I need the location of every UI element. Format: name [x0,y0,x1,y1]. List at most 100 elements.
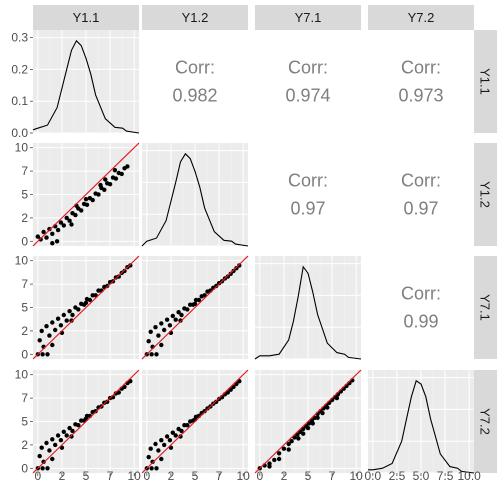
y-tick-label: 2 [21,211,28,225]
x-tick-label: 5 [192,469,199,483]
scatter-point [67,309,72,314]
scatter-point [276,456,282,462]
scatter-point [37,453,42,459]
scatter-point [296,436,301,441]
scatter-point [122,268,127,274]
scatter-point [128,263,133,268]
scatter-point [214,283,219,289]
scatter-point [40,466,45,471]
scatter-point [58,220,64,225]
scatter-point [325,405,330,410]
x-tick-label: 0.0 [364,469,381,483]
scatter-point [315,415,320,420]
scatter-point [231,268,236,274]
correlation-panel [368,143,474,246]
scatter-point [272,457,277,463]
scatter-point [45,352,50,357]
x-tick-label: 7 [216,469,223,483]
scatter-point [234,266,239,271]
scatter-point [96,192,101,197]
scatter-point [176,310,181,315]
density-curve-Y1.1 [32,39,140,134]
scatter-point [54,239,60,244]
scatter-point [162,442,167,448]
scatter-point [167,438,173,443]
scatter-point [159,321,164,326]
correlation-label: Corr: [401,171,441,191]
identity-line [32,369,140,474]
column-strip-label: Y7.1 [295,10,322,25]
correlation-label: Corr: [288,58,328,78]
y-tick-label: 0.3 [11,31,28,45]
scatter-point [70,312,75,318]
scatter-point [156,333,161,338]
scatter-point [196,297,202,303]
correlation-value: 0.973 [398,86,443,106]
scatter-points [35,379,133,471]
scatter-point [50,231,55,236]
x-tick-label: 2.5 [389,469,406,483]
row-strip-Y1.2 [473,143,497,246]
y-tick-label: 0 [21,347,28,361]
scatter-point [276,451,282,456]
scatter-point [44,235,49,240]
scatter-point [103,177,108,182]
scatter-point [38,237,43,242]
scatter-point [170,430,175,435]
scatter-point [164,317,170,322]
row-strip-label: Y7.1 [478,294,493,321]
x-tick-label: 0 [34,469,41,483]
scatter-point [83,197,89,202]
row-strip-label: Y1.1 [478,68,493,95]
scatter-point [159,456,164,462]
x-tick-label: 7.5 [437,469,454,483]
scatter-point [50,456,55,462]
scatter-point [192,301,198,306]
x-tick-label: 2 [281,469,288,483]
row-strip-label: Y1.2 [478,181,493,208]
scatter-point [35,234,40,239]
scatter-point [320,410,325,416]
scatter-point [98,182,103,188]
scatter-point [47,226,52,232]
scatter-point [167,323,173,328]
x-tick-label: 5.0 [413,469,430,483]
correlation-label: Corr: [401,284,441,304]
density-curve-Y7.1 [254,265,362,360]
scatter-point [55,433,61,438]
scatter-point [44,440,49,446]
scatter-point [64,318,69,323]
correlation-panel [255,30,361,133]
column-strip-Y1.1 [33,5,139,30]
row-strip-Y7.2 [473,370,497,473]
row-strip-Y1.1 [473,30,497,133]
x-tick-label: 2 [168,469,175,483]
scatter-point [214,399,219,404]
y-tick-label: 0.2 [11,62,28,76]
x-tick-label: 0 [143,469,150,483]
density-curve-Y1.2 [141,152,249,247]
scatter-point [170,313,175,319]
scatter-point [37,338,42,343]
x-tick-label: 0 [256,469,263,483]
scatter-point [50,320,55,325]
scatter-point [173,433,178,438]
correlation-panel [368,30,474,133]
correlation-panel [368,256,474,359]
scatter-point [84,202,90,207]
scatter-point [301,431,306,436]
scatter-point [102,187,107,192]
y-tick-label: 5 [21,415,28,429]
scatter-point [164,434,170,439]
scatter-point [286,447,291,452]
scatter-point [146,339,151,344]
scatter-point [93,409,98,414]
scatter-point [64,215,69,221]
scatter-point [267,464,272,469]
scatter-point [105,399,110,404]
scatter-point [179,428,184,434]
identity-line [141,369,249,474]
scatter-point [61,312,66,318]
scatter-point [53,442,58,448]
